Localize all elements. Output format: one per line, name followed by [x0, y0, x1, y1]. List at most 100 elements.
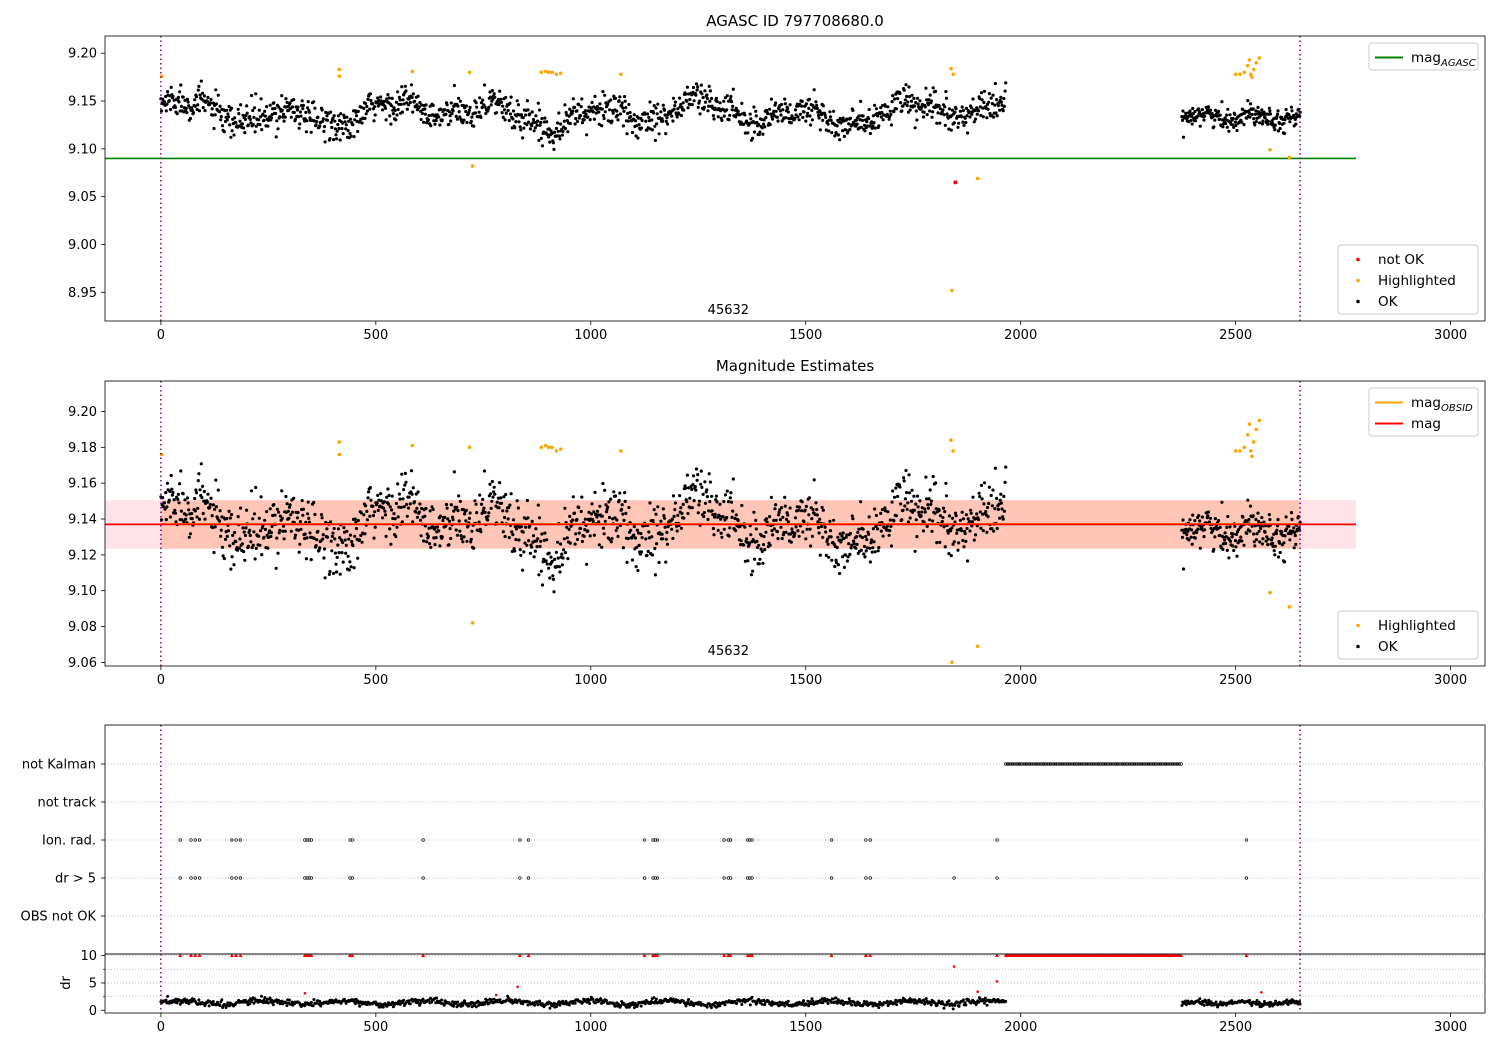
dr-point	[1198, 997, 1202, 1001]
ok-point	[243, 533, 247, 538]
ok-point	[697, 499, 702, 503]
ok-point	[718, 101, 722, 105]
ok-point	[731, 509, 735, 513]
ok-point	[519, 525, 524, 529]
ok-point	[1198, 124, 1202, 128]
ok-point	[991, 488, 995, 492]
ok-point	[309, 130, 313, 134]
ok-point	[438, 123, 442, 127]
ok-point	[307, 516, 311, 521]
ok-point	[514, 527, 519, 531]
ok-point	[807, 97, 812, 101]
ok-point	[859, 125, 863, 129]
y-tick-label: 9.10	[68, 142, 97, 157]
ok-point	[234, 121, 238, 125]
ok-point	[314, 123, 318, 127]
ok-point	[457, 519, 461, 523]
ok-point	[633, 536, 638, 540]
ok-point	[868, 560, 873, 564]
ok-point	[223, 537, 228, 542]
x-tick-label: 500	[363, 328, 388, 343]
ok-point	[301, 107, 305, 111]
ok-point	[440, 535, 444, 539]
ok-point	[952, 540, 956, 544]
panel-agasc-magnitude: 0 500 1000 1500 2000 2500 30008.959.009.059.10…	[68, 12, 1486, 343]
ok-point	[443, 515, 447, 520]
ok-point	[522, 126, 526, 130]
ok-point	[202, 499, 206, 503]
ok-point	[944, 481, 948, 485]
ok-point	[274, 566, 278, 570]
ok-point	[554, 126, 559, 130]
ok-point	[918, 499, 922, 503]
ok-point	[1225, 548, 1229, 553]
ok-point	[1184, 111, 1188, 115]
ok-point	[794, 525, 798, 529]
ok-point	[383, 106, 388, 110]
ok-point	[336, 122, 340, 127]
ok-point	[497, 103, 501, 107]
ok-point	[907, 85, 911, 89]
ok-point	[824, 115, 828, 120]
ok-point	[563, 126, 568, 131]
dr-point	[865, 1000, 869, 1004]
ok-point	[681, 502, 685, 506]
ok-point	[463, 512, 467, 516]
ok-point	[949, 128, 953, 132]
ok-point	[217, 110, 222, 114]
ok-point	[898, 91, 902, 96]
ok-point	[272, 503, 276, 507]
ok-point	[260, 553, 264, 557]
ok-point	[821, 535, 825, 540]
ok-point	[1198, 110, 1202, 114]
ok-point	[1284, 515, 1288, 519]
ok-point	[771, 533, 775, 537]
ok-point	[646, 126, 650, 130]
highlighted-point	[1257, 56, 1262, 60]
ok-point	[908, 95, 912, 99]
ok-point	[193, 98, 197, 102]
ok-point	[617, 99, 621, 103]
ok-point	[906, 110, 911, 114]
ok-point	[366, 496, 370, 500]
chart-title: Magnitude Estimates	[716, 357, 874, 375]
ok-point	[506, 517, 510, 521]
ok-point	[621, 546, 626, 550]
dr-point	[498, 998, 502, 1002]
ok-point	[504, 492, 508, 497]
dr-red-point	[976, 990, 980, 993]
ok-point	[560, 133, 565, 137]
ok-point	[523, 541, 527, 545]
ok-point	[488, 482, 492, 486]
ok-point	[1208, 516, 1213, 520]
ok-point	[630, 130, 635, 135]
ok-point	[478, 96, 482, 100]
ok-point	[400, 110, 404, 114]
ok-point	[1257, 519, 1261, 524]
ok-point	[1197, 514, 1201, 518]
ok-point	[365, 109, 369, 113]
ok-point	[282, 119, 286, 123]
ok-point	[729, 100, 734, 104]
ok-point	[284, 97, 288, 101]
ok-point	[626, 111, 630, 115]
ok-point	[465, 120, 469, 125]
ok-point	[916, 102, 920, 106]
ok-point	[684, 92, 688, 96]
ok-point	[978, 105, 982, 109]
ok-point	[525, 123, 529, 127]
highlighted-point	[470, 164, 475, 168]
ok-point	[288, 503, 292, 507]
ok-point	[814, 501, 818, 505]
ok-point	[213, 525, 217, 529]
ok-point	[536, 119, 540, 123]
ok-point	[905, 490, 909, 495]
ok-point	[636, 568, 640, 573]
ok-point	[335, 129, 339, 133]
ok-point	[995, 114, 999, 118]
ok-point	[647, 115, 651, 120]
ok-point	[982, 89, 987, 93]
ok-point	[1268, 518, 1272, 522]
ok-point	[971, 97, 975, 101]
ok-point	[356, 129, 360, 134]
